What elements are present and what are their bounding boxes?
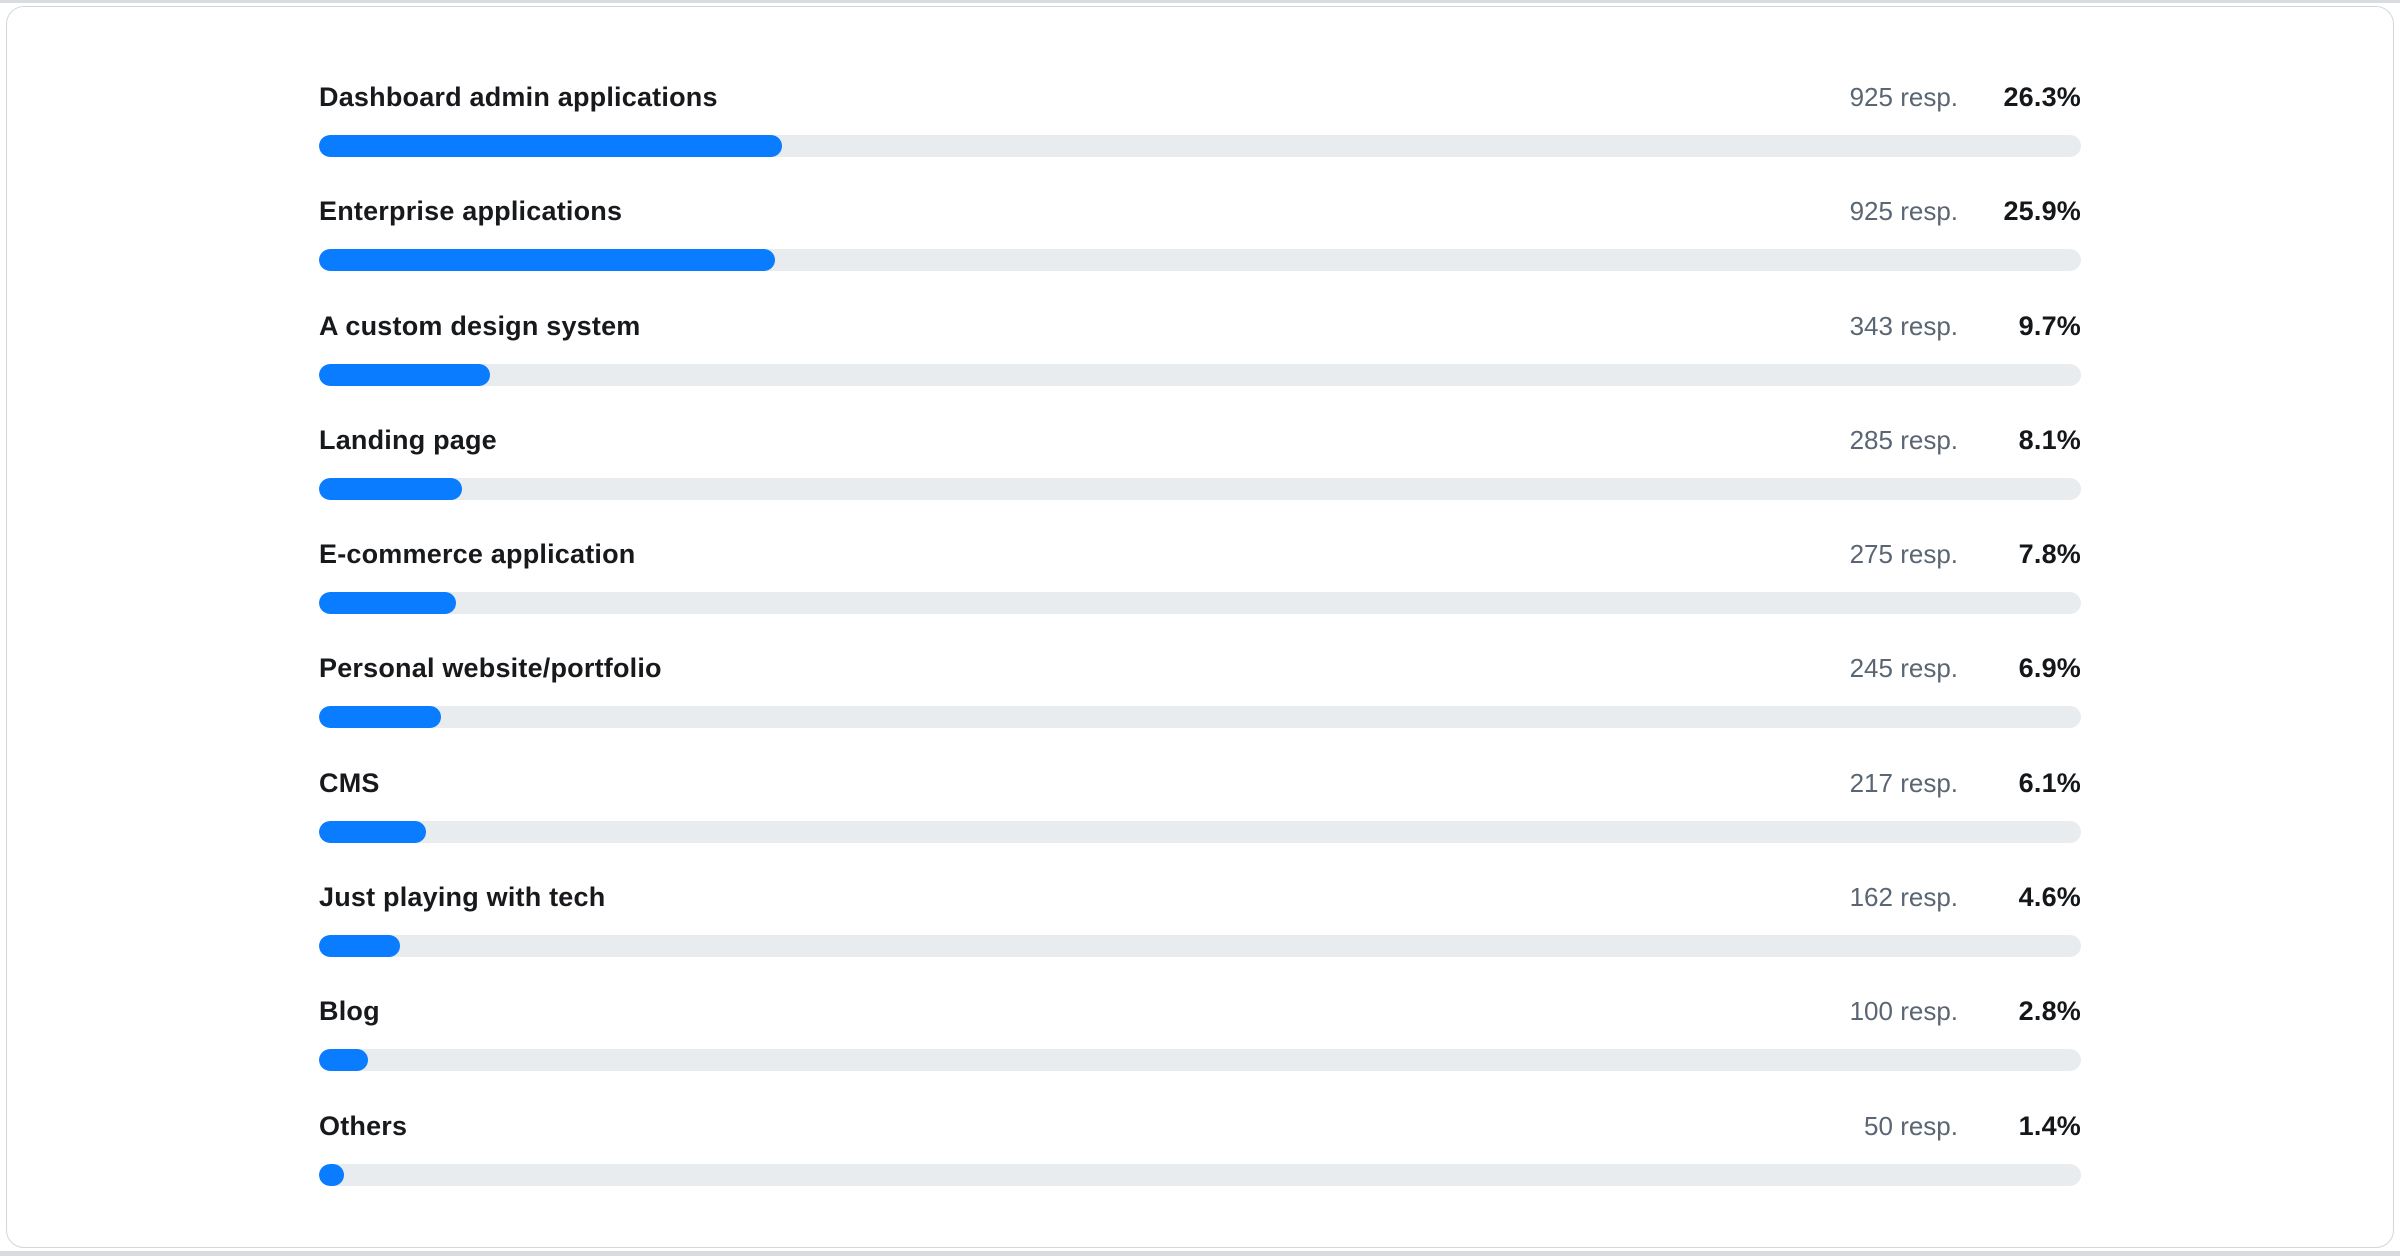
- bar-fill: [319, 706, 441, 729]
- result-row-ecommerce-application: E-commerce application 275 resp. 7.8%: [319, 537, 2081, 651]
- bar-track: [319, 363, 2081, 386]
- bar-fill: [319, 477, 462, 500]
- row-head: CMS 217 resp. 6.1%: [319, 766, 2081, 800]
- bar-track: [319, 706, 2081, 729]
- category-label: Personal website/portfolio: [319, 653, 662, 684]
- row-head: Blog 100 resp. 2.8%: [319, 994, 2081, 1028]
- category-label: Just playing with tech: [319, 882, 606, 913]
- respondent-count: 245 resp.: [1849, 653, 1958, 684]
- result-row-just-playing-with-tech: Just playing with tech 162 resp. 4.6%: [319, 880, 2081, 994]
- bar-fill: [319, 1163, 344, 1186]
- respondent-count: 925 resp.: [1849, 196, 1958, 227]
- category-label: Blog: [319, 996, 380, 1027]
- respondent-count: 217 resp.: [1849, 767, 1958, 798]
- row-head: Dashboard admin applications 925 resp. 2…: [319, 80, 2081, 114]
- result-row-personal-website-portfolio: Personal website/portfolio 245 resp. 6.9…: [319, 651, 2081, 765]
- percentage-value: 6.1%: [2018, 767, 2081, 798]
- category-label: CMS: [319, 767, 380, 798]
- bar-track: [319, 1049, 2081, 1072]
- percentage-value: 8.1%: [2018, 424, 2081, 455]
- result-row-cms: CMS 217 resp. 6.1%: [319, 766, 2081, 880]
- row-head: Just playing with tech 162 resp. 4.6%: [319, 880, 2081, 914]
- category-label: A custom design system: [319, 310, 641, 341]
- result-row-dashboard-admin-applications: Dashboard admin applications 925 resp. 2…: [319, 80, 2081, 194]
- bar-track: [319, 592, 2081, 615]
- percentage-value: 2.8%: [2018, 996, 2081, 1027]
- respondent-count: 925 resp.: [1849, 82, 1958, 112]
- respondent-count: 275 resp.: [1849, 539, 1958, 570]
- bar-fill: [319, 1049, 369, 1072]
- percentage-value: 25.9%: [2003, 196, 2081, 227]
- bar-track: [319, 477, 2081, 500]
- result-row-enterprise-applications: Enterprise applications 925 resp. 25.9%: [319, 194, 2081, 308]
- result-row-custom-design-system: A custom design system 343 resp. 9.7%: [319, 309, 2081, 423]
- bar-fill: [319, 592, 457, 615]
- result-row-others: Others 50 resp. 1.4%: [319, 1109, 2081, 1223]
- result-row-landing-page: Landing page 285 resp. 8.1%: [319, 423, 2081, 537]
- row-head: Enterprise applications 925 resp. 25.9%: [319, 194, 2081, 228]
- bar-fill: [319, 363, 490, 386]
- percentage-value: 4.6%: [2018, 882, 2081, 913]
- bar-fill: [319, 935, 401, 958]
- respondent-count: 100 resp.: [1849, 996, 1958, 1027]
- row-head: Others 50 resp. 1.4%: [319, 1109, 2081, 1143]
- category-label: Enterprise applications: [319, 196, 623, 227]
- category-label: Dashboard admin applications: [319, 82, 718, 112]
- respondent-count: 343 resp.: [1849, 310, 1958, 341]
- bar-track: [319, 935, 2081, 958]
- results-card: Dashboard admin applications 925 resp. 2…: [6, 6, 2394, 1248]
- bar-track: [319, 249, 2081, 272]
- row-head: Landing page 285 resp. 8.1%: [319, 423, 2081, 457]
- bar-track: [319, 820, 2081, 843]
- percentage-value: 1.4%: [2018, 1110, 2081, 1141]
- percentage-value: 26.3%: [2003, 82, 2081, 112]
- respondent-count: 50 resp.: [1864, 1110, 1958, 1141]
- bar-fill: [319, 135, 783, 157]
- row-head: E-commerce application 275 resp. 7.8%: [319, 537, 2081, 571]
- percentage-value: 7.8%: [2018, 539, 2081, 570]
- bar-track: [319, 1163, 2081, 1186]
- results-list: Dashboard admin applications 925 resp. 2…: [7, 7, 2393, 1223]
- percentage-value: 9.7%: [2018, 310, 2081, 341]
- row-head: A custom design system 343 resp. 9.7%: [319, 309, 2081, 343]
- category-label: Others: [319, 1110, 408, 1141]
- page-top-edge: [0, 0, 2400, 3]
- percentage-value: 6.9%: [2018, 653, 2081, 684]
- bar-fill: [319, 820, 427, 843]
- category-label: Landing page: [319, 424, 497, 455]
- bar-fill: [319, 249, 776, 272]
- bar-track: [319, 135, 2081, 157]
- respondent-count: 162 resp.: [1849, 882, 1958, 913]
- category-label: E-commerce application: [319, 539, 636, 570]
- page-bottom-edge: [0, 1251, 2400, 1256]
- respondent-count: 285 resp.: [1849, 424, 1958, 455]
- result-row-blog: Blog 100 resp. 2.8%: [319, 994, 2081, 1108]
- row-head: Personal website/portfolio 245 resp. 6.9…: [319, 651, 2081, 685]
